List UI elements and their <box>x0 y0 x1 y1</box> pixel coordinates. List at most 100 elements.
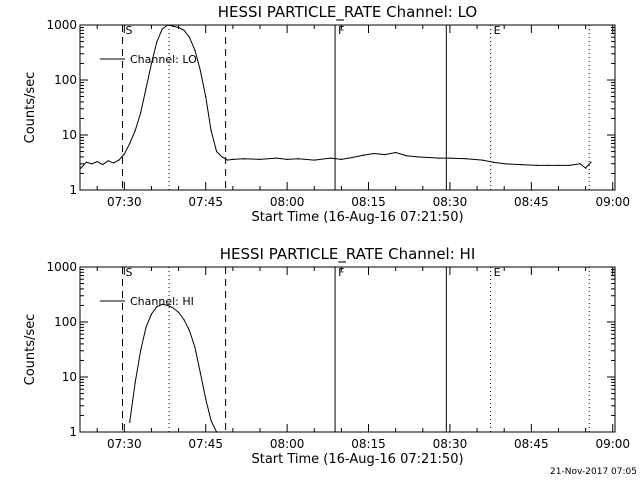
panel2-x-tick-label: 08:15 <box>351 437 386 451</box>
panel1-data-point <box>465 158 467 160</box>
panel2-data-point <box>205 398 207 400</box>
panel1-data-point <box>384 154 386 156</box>
panel2-xlabel: Start Time (16-Aug-16 07:21:50) <box>251 452 463 467</box>
panel1-title: HESSI PARTICLE_RATE Channel: LO <box>218 3 477 22</box>
panel1-data-point <box>362 154 364 156</box>
panel2-data-point <box>150 313 153 315</box>
panel1-data-point <box>205 95 207 98</box>
panel1-data-point <box>150 62 153 65</box>
panel1-data-point <box>481 159 484 161</box>
panel2-x-tick-label: 08:30 <box>433 437 468 451</box>
panel1-data-point <box>123 153 125 155</box>
panel2-data-point <box>183 319 185 321</box>
panel1-data-point <box>145 87 147 90</box>
panel1-data-point <box>373 152 375 155</box>
panel2-data-point <box>210 420 212 422</box>
panel2-y-tick-label: 100 <box>54 315 77 329</box>
panel1-data-point <box>85 161 87 163</box>
panel1-axes-frame <box>79 24 616 191</box>
panel1-data-point <box>172 25 174 27</box>
panel1-y-tick-label: 100 <box>54 73 77 87</box>
panel1-data-point <box>313 159 315 161</box>
panel1-marker-label: F <box>338 24 344 37</box>
panel1-marker-label: E <box>494 24 501 37</box>
panel1-x-tick-label: 08:00 <box>270 195 305 209</box>
panel1-x-tick-label: 07:30 <box>107 195 142 209</box>
panel2-y-tick-label: 10 <box>62 370 77 384</box>
panel1-xlabel: Start Time (16-Aug-16 07:21:50) <box>251 210 463 225</box>
panel1-data-point <box>286 158 288 161</box>
panel1-data-point <box>221 156 223 158</box>
panel1-ylabel: Counts/sec <box>23 72 38 144</box>
panel1-data-point <box>134 130 136 132</box>
panel1-x-tick-label: 07:45 <box>188 195 223 209</box>
panel2-title: HESSI PARTICLE_RATE Channel: HI <box>220 245 476 264</box>
panel1-data-point <box>427 156 429 159</box>
panel2-x-tick-label: 07:45 <box>188 437 223 451</box>
panel2-x-tick-label: 07:30 <box>107 437 142 451</box>
panel2-x-tick-label: 08:45 <box>514 437 549 451</box>
panel1-legend-label: Channel: LO <box>130 53 197 66</box>
panel2-data-point <box>177 311 180 313</box>
panel1-marker-label: S <box>126 24 133 37</box>
panel1-data-point <box>568 164 570 167</box>
panel2-data-point <box>199 372 201 374</box>
panel1-data-point <box>118 159 120 161</box>
panel1-data-point <box>112 162 115 164</box>
panel1-data-point <box>167 24 169 26</box>
panel1-data-point <box>91 163 93 165</box>
panel1-data-point <box>129 142 131 145</box>
panel1-data-point <box>416 156 418 158</box>
panel1-data-point <box>340 158 342 161</box>
panel2-data-point <box>156 306 158 308</box>
footer-timestamp: 21-Nov-2017 07:05 <box>550 467 637 477</box>
panel1-data-point <box>107 160 109 162</box>
panel1-series-line <box>80 24 592 169</box>
panel1-data-point <box>80 167 82 169</box>
panel2-ylabel: Counts/sec <box>23 314 38 386</box>
panel2-axes-frame <box>79 266 616 433</box>
panel1-data-point <box>536 164 538 167</box>
panel1-y-tick-label: 1000 <box>46 18 77 32</box>
panel1-data-point <box>297 158 299 160</box>
panel1-data-point <box>183 29 185 31</box>
panel1-data-point <box>405 155 408 157</box>
panel1-data-point <box>585 167 587 169</box>
panel1-x-tick-label: 08:45 <box>514 195 549 209</box>
panel1-y-tick-label: 1 <box>69 183 77 197</box>
panel2-series-line <box>129 303 218 433</box>
panel1-y-tick-label: 10 <box>62 128 77 142</box>
panel1-data-point <box>259 158 261 161</box>
panel1-data-point <box>161 28 163 30</box>
panel1-data-point <box>96 160 98 163</box>
panel2-data-point <box>167 304 169 307</box>
panel1-data-point <box>226 159 229 161</box>
panel2-data-point <box>134 381 136 383</box>
panel2-x-tick-label: 09:00 <box>595 437 630 451</box>
panel2-data-point <box>140 350 142 352</box>
panel1-data-point <box>492 161 494 163</box>
panel1-data-point <box>140 112 142 114</box>
panel1-data-point <box>557 164 560 167</box>
panel1-x-tick-label: 08:15 <box>351 195 386 209</box>
panel1-data-point <box>329 157 332 159</box>
panel1-data-point <box>188 36 191 38</box>
panel1-data-point <box>156 40 158 43</box>
panel1-data-point <box>395 151 397 154</box>
panel1-x-tick-label: 08:30 <box>433 195 468 209</box>
panel1-data-point <box>102 163 104 166</box>
panel1-data-point <box>503 163 505 165</box>
panel1-data-point <box>243 158 245 160</box>
panel2-marker-label: E <box>494 266 501 279</box>
panel2-data-point <box>129 421 131 423</box>
panel2-data-point <box>161 303 163 305</box>
panel1-data-point <box>177 26 180 29</box>
panel2-marker-label: S <box>126 266 133 279</box>
panel2-y-tick-label: 1 <box>69 425 77 439</box>
panel2-data-point <box>145 326 147 328</box>
panel1-data-point <box>351 156 353 159</box>
panel1-data-point <box>194 49 196 51</box>
panel1-data-point <box>199 69 201 71</box>
panel1-data-point <box>438 157 440 159</box>
panel1-data-point <box>215 150 218 153</box>
